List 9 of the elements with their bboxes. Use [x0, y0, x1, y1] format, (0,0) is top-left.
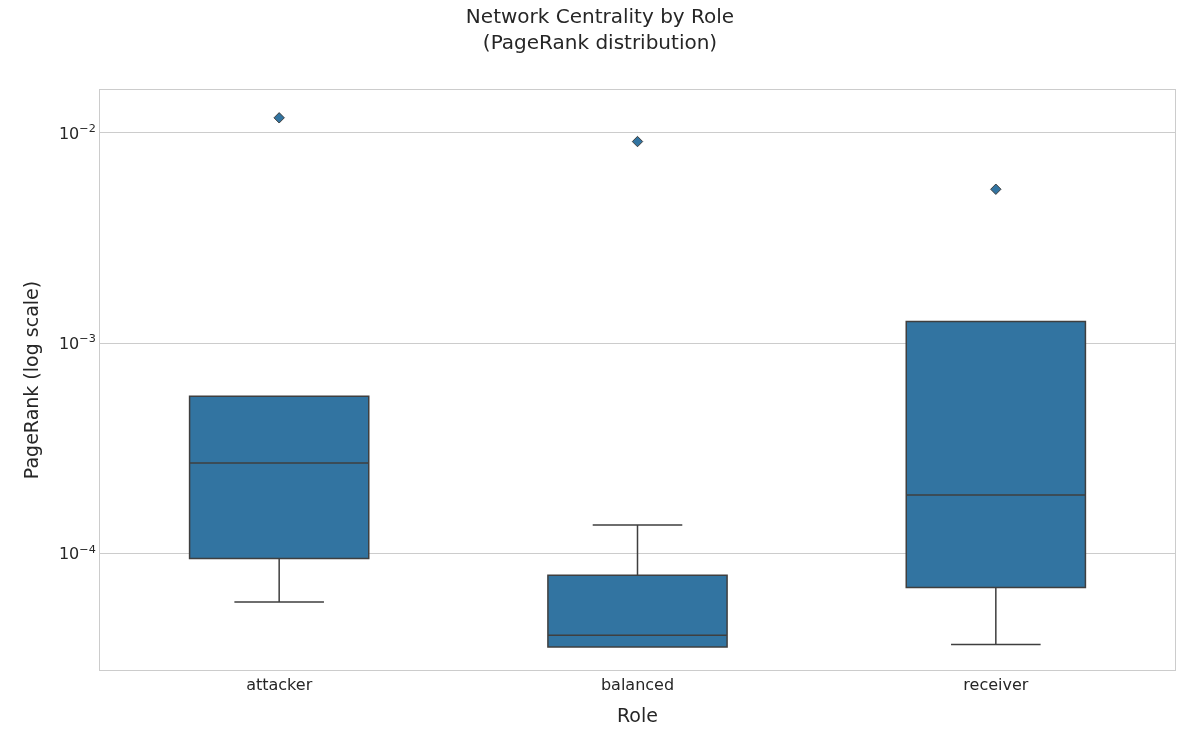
y-tick-label: 10$^{−2}$: [58, 121, 96, 143]
y-tick-label: 10$^{−4}$: [58, 542, 96, 564]
x-tick-label: receiver: [963, 675, 1029, 695]
x-axis-title: Role: [617, 704, 658, 726]
chart-title: Network Centrality by Role (PageRank distribution): [465, 3, 735, 54]
x-tick-label: balanced: [600, 675, 675, 695]
y-tick-label: 10$^{−3}$: [58, 332, 96, 353]
y-axis-title: PageRank (log scale): [19, 280, 42, 480]
x-tick-label: attacker: [246, 675, 313, 695]
